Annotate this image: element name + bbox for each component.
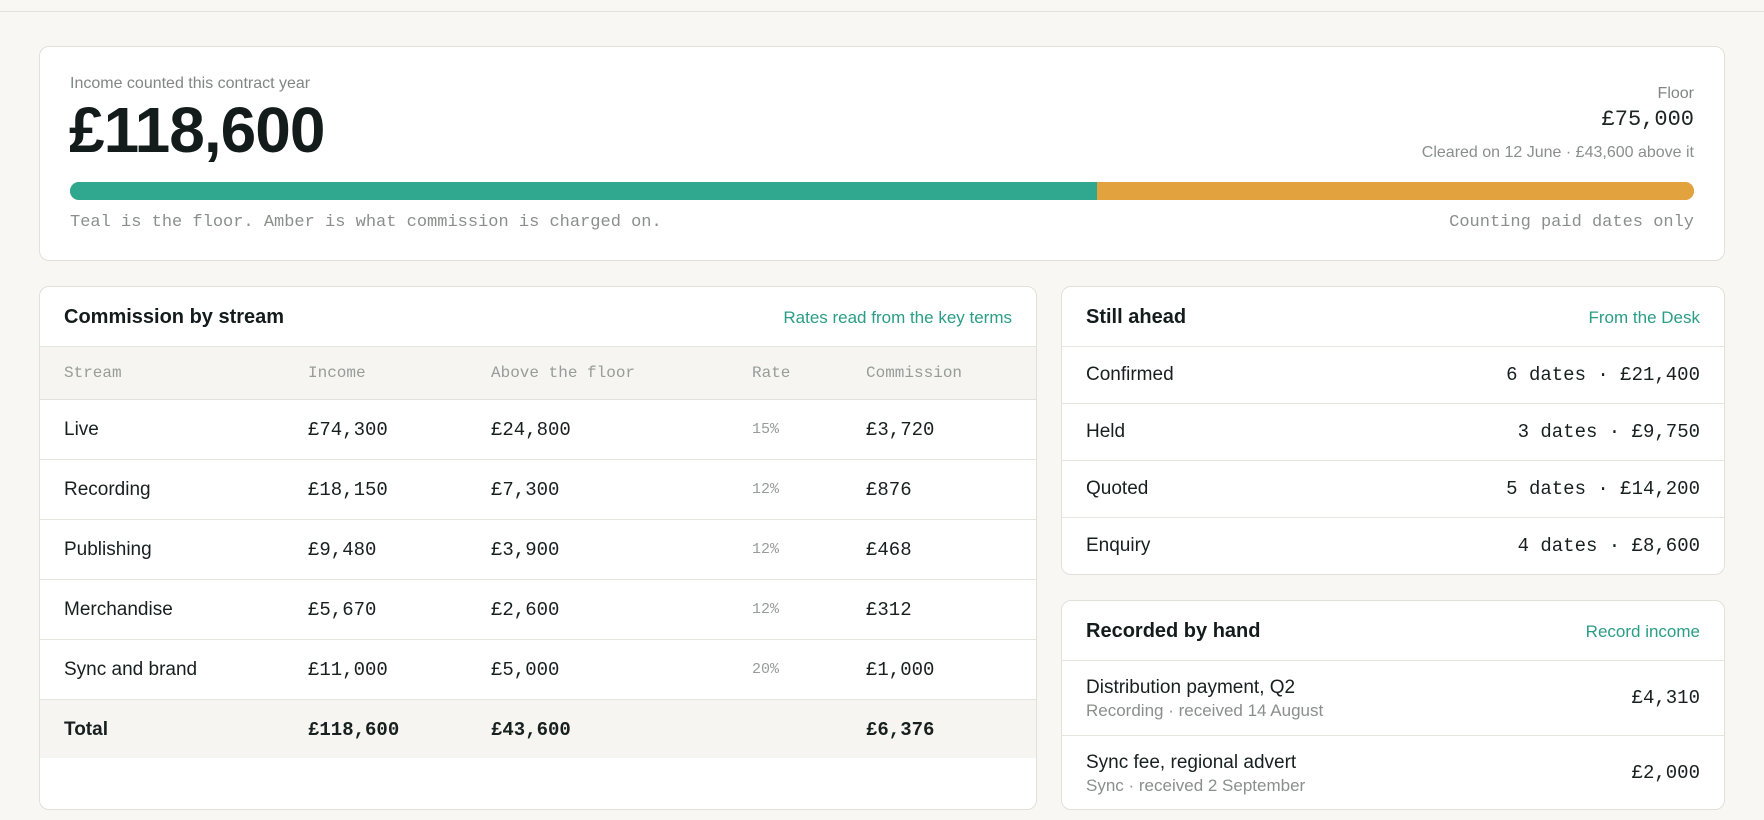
income-total: £118,600	[69, 94, 325, 166]
commission-cell: £468	[866, 539, 912, 561]
commission-cell: £3,720	[866, 419, 935, 441]
table-row: Merchandise £5,670 £2,600 12% £312	[40, 580, 1036, 640]
recorded-by-hand-card: Recorded by hand Record income Distribut…	[1061, 600, 1725, 810]
status-value: 5 dates · £14,200	[1506, 478, 1700, 500]
above-floor-cell: £24,800	[491, 419, 571, 441]
card-title: Commission by stream	[64, 306, 285, 328]
card-title: Recorded by hand	[1086, 620, 1261, 642]
list-item[interactable]: Distribution payment, Q2 Recording · rec…	[1062, 661, 1724, 736]
above-floor-cell: £7,300	[491, 479, 560, 501]
rate-cell: 20%	[752, 661, 780, 678]
floor-note: Cleared on 12 June · £43,600 above it	[1421, 144, 1694, 161]
above-floor-segment	[1096, 182, 1694, 200]
entry-subtitle: Recording · received 14 August	[1086, 701, 1324, 720]
income-cell: £74,300	[308, 419, 388, 441]
table-total-row: Total £118,600 £43,600 £6,376	[40, 700, 1036, 758]
income-cell: £9,480	[308, 539, 377, 561]
stream-cell: Recording	[64, 479, 151, 500]
rate-cell: 15%	[752, 421, 780, 438]
status-label: Held	[1086, 421, 1126, 442]
above-floor-cell: £5,000	[491, 659, 560, 681]
floor-label: Floor	[1657, 85, 1694, 102]
rate-cell: 12%	[752, 481, 780, 498]
income-cell: £11,000	[308, 659, 388, 681]
status-label: Confirmed	[1086, 364, 1174, 385]
income-label: Income counted this contract year	[70, 75, 311, 92]
counting-note: Counting paid dates only	[1449, 213, 1694, 232]
stream-cell: Publishing	[64, 539, 152, 560]
column-header-commission: Commission	[866, 364, 963, 382]
recorded-header: Recorded by hand Record income	[1062, 601, 1724, 661]
status-value: 3 dates · £9,750	[1517, 421, 1700, 443]
entry-amount: £2,000	[1631, 762, 1700, 784]
table-header: Stream Income Above the floor Rate Commi…	[40, 347, 1036, 400]
income-progress-bar	[70, 182, 1694, 200]
status-value: 6 dates · £21,400	[1506, 364, 1700, 386]
above-floor-cell: £3,900	[491, 539, 560, 561]
entry-amount: £4,310	[1631, 687, 1700, 709]
floor-value: £75,000	[1601, 107, 1694, 132]
income-cell: £5,670	[308, 599, 377, 621]
income-summary-card: Income counted this contract year £118,6…	[39, 46, 1725, 261]
commission-cell: £312	[866, 599, 912, 621]
from-desk-link[interactable]: From the Desk	[1588, 308, 1700, 327]
stream-cell: Live	[64, 419, 99, 440]
table-row: Publishing £9,480 £3,900 12% £468	[40, 520, 1036, 580]
list-item: Enquiry 4 dates · £8,600	[1062, 518, 1724, 574]
status-value: 4 dates · £8,600	[1517, 535, 1700, 557]
rate-cell: 12%	[752, 541, 780, 558]
key-terms-link[interactable]: Rates read from the key terms	[783, 308, 1012, 327]
total-label: Total	[64, 719, 108, 740]
table-row: Live £74,300 £24,800 15% £3,720	[40, 400, 1036, 460]
list-item: Confirmed 6 dates · £21,400	[1062, 347, 1724, 404]
list-item[interactable]: Sync fee, regional advert Sync · receive…	[1062, 736, 1724, 809]
column-header-above-floor: Above the floor	[491, 364, 636, 382]
commission-cell: £1,000	[866, 659, 935, 681]
rate-cell: 12%	[752, 601, 780, 618]
card-title: Still ahead	[1086, 306, 1187, 328]
total-income: £118,600	[308, 719, 400, 741]
still-ahead-header: Still ahead From the Desk	[1062, 287, 1724, 347]
above-floor-cell: £2,600	[491, 599, 560, 621]
total-commission: £6,376	[866, 719, 935, 741]
entry-subtitle: Sync · received 2 September	[1086, 776, 1306, 795]
commission-cell: £876	[866, 479, 912, 501]
table-row: Sync and brand £11,000 £5,000 20% £1,000	[40, 640, 1036, 700]
entry-title: Sync fee, regional advert	[1086, 752, 1297, 773]
entry-title: Distribution payment, Q2	[1086, 677, 1296, 698]
record-income-link[interactable]: Record income	[1585, 622, 1700, 641]
total-above-floor: £43,600	[491, 719, 571, 741]
floor-segment	[70, 182, 1097, 200]
list-item: Quoted 5 dates · £14,200	[1062, 461, 1724, 518]
column-header-income: Income	[308, 364, 366, 382]
status-label: Enquiry	[1086, 535, 1151, 556]
table-row: Recording £18,150 £7,300 12% £876	[40, 460, 1036, 520]
commission-card-header: Commission by stream Rates read from the…	[40, 287, 1036, 347]
bar-legend-note: Teal is the floor. Amber is what commiss…	[70, 213, 662, 232]
status-label: Quoted	[1086, 478, 1149, 499]
income-cell: £18,150	[308, 479, 388, 501]
stream-cell: Merchandise	[64, 599, 173, 620]
list-item: Held 3 dates · £9,750	[1062, 404, 1724, 461]
top-divider	[0, 11, 1764, 12]
commission-card: Commission by stream Rates read from the…	[39, 286, 1037, 810]
stream-cell: Sync and brand	[64, 659, 198, 680]
still-ahead-card: Still ahead From the Desk Confirmed 6 da…	[1061, 286, 1725, 575]
column-header-stream: Stream	[64, 364, 122, 382]
column-header-rate: Rate	[752, 364, 791, 382]
